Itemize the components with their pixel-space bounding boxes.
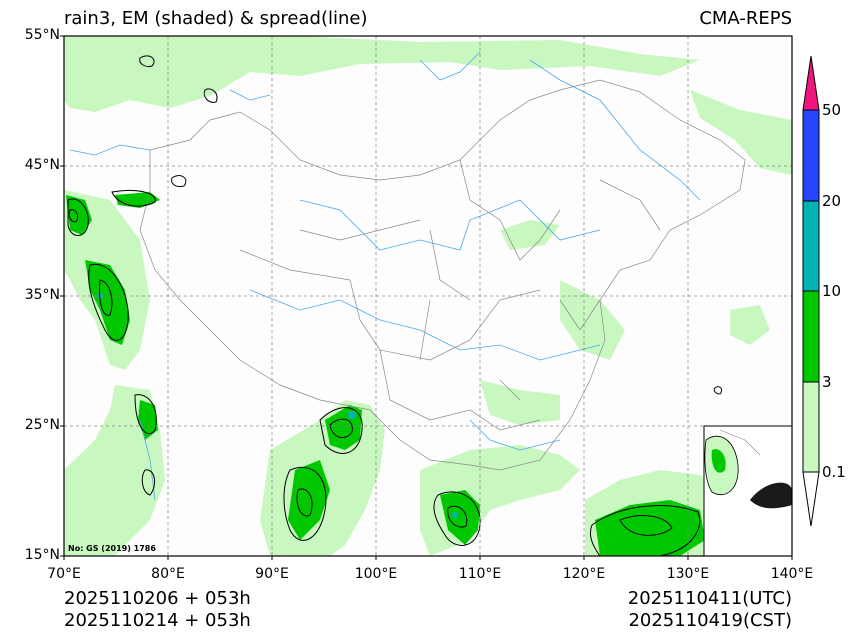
colorbar-level-label: 50	[822, 101, 842, 119]
colorbar-extend-top	[802, 55, 820, 111]
colorbar-bin-20-50	[802, 109, 820, 202]
lon-label: 90°E	[255, 566, 289, 582]
colorbar-bin-0.1-3	[802, 381, 820, 473]
valid-time-utc: 2025110411(UTC)	[627, 588, 792, 609]
lon-label: 80°E	[151, 566, 185, 582]
colorbar-level-label: 10	[822, 282, 842, 300]
province-borders	[139, 79, 746, 471]
lat-label: 25°N	[24, 417, 60, 433]
south-china-sea-inset	[703, 425, 792, 556]
colorbar-level-label: 0.1	[822, 463, 846, 481]
axis-ticks	[60, 35, 793, 560]
model-name: CMA-REPS	[699, 8, 792, 29]
colorbar-level-label: 3	[822, 373, 832, 391]
colorbar	[802, 55, 820, 527]
lon-label: 100°E	[354, 566, 398, 582]
graticule	[64, 36, 792, 556]
init-time-utc: 2025110206 + 053h	[64, 588, 251, 609]
lat-label: 35°N	[24, 287, 60, 303]
lat-label: 45°N	[24, 157, 60, 173]
map-approval-note: No: GS (2019) 1786	[68, 544, 156, 553]
valid-time-cst: 2025110419(CST)	[628, 610, 792, 631]
moderate-rain-shading	[66, 192, 705, 556]
lon-label: 120°E	[562, 566, 606, 582]
lon-label: 110°E	[458, 566, 502, 582]
lon-label: 70°E	[47, 566, 81, 582]
spread-contours	[67, 55, 723, 556]
lat-label: 55°N	[24, 27, 60, 43]
colorbar-extend-bottom	[802, 471, 820, 527]
init-time-cst: 2025110214 + 053h	[64, 610, 251, 631]
lon-label: 140°E	[770, 566, 814, 582]
colorbar-bin-10-20	[802, 200, 820, 292]
colorbar-bin-3-10	[802, 290, 820, 383]
chart-title: rain3, EM (shaded) & spread(line)	[64, 8, 368, 29]
river-lines	[69, 51, 701, 501]
lon-label: 130°E	[666, 566, 710, 582]
lat-label: 15°N	[24, 547, 60, 563]
colorbar-level-label: 20	[822, 192, 842, 210]
